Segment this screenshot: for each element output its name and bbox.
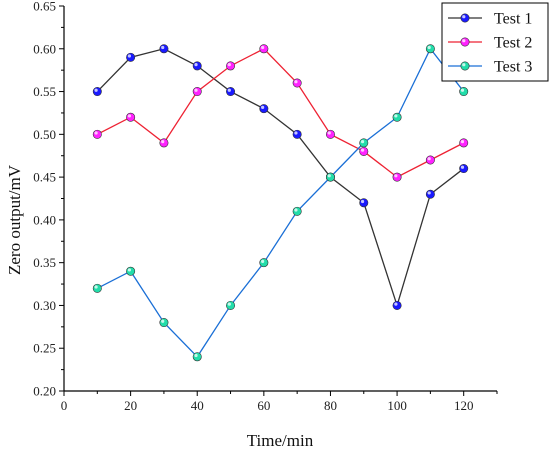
data-point: [292, 206, 302, 216]
data-point: [325, 172, 335, 182]
data-point: [392, 172, 402, 182]
data-point: [226, 300, 236, 310]
series-3: [92, 44, 469, 362]
series-line: [97, 47, 464, 178]
data-point: [126, 52, 136, 62]
x-tick-label: 120: [454, 398, 474, 413]
legend-label: Test 1: [494, 11, 532, 28]
y-tick-label: 0.25: [33, 341, 56, 356]
data-point: [92, 87, 102, 97]
y-tick-label: 0.65: [33, 0, 56, 14]
y-tick-label: 0.20: [33, 384, 56, 399]
data-point: [259, 104, 269, 114]
y-tick-label: 0.55: [33, 84, 56, 99]
y-tick-label: 0.40: [33, 212, 56, 227]
data-point: [459, 164, 469, 174]
x-tick-label: 80: [324, 398, 337, 413]
legend: Test 1 Test 2 Test 3: [441, 2, 549, 82]
y-tick-label: 0.60: [33, 41, 56, 56]
series-2: [92, 44, 469, 182]
y-tick-label: 0.30: [33, 298, 56, 313]
data-point: [325, 129, 335, 139]
legend-marker: [460, 61, 470, 71]
x-axis-title: Time/min: [247, 431, 314, 450]
legend-marker: [460, 13, 470, 23]
legend-item: Test 1: [448, 11, 532, 28]
data-point: [159, 44, 169, 54]
data-point: [425, 44, 435, 54]
data-point: [425, 189, 435, 199]
data-point: [359, 198, 369, 208]
data-point: [259, 258, 269, 268]
x-tick-label: 20: [124, 398, 137, 413]
axes: 0 20 40 60 80 100 120 0.20 0.25 0.30 0.35 0.40 0.45 0…: [33, 0, 498, 413]
legend-label: Test 2: [494, 35, 532, 52]
data-point: [126, 266, 136, 276]
x-tick-label: 0: [61, 398, 68, 413]
data-point: [226, 61, 236, 71]
data-point: [192, 352, 202, 362]
series-1: [92, 44, 469, 310]
data-point: [459, 138, 469, 148]
legend-marker: [460, 37, 470, 47]
data-point: [92, 129, 102, 139]
series-layer: [92, 44, 469, 362]
y-tick-label: 0.45: [33, 170, 56, 185]
data-point: [292, 129, 302, 139]
data-point: [259, 44, 269, 54]
series-line: [96, 48, 465, 308]
data-point: [459, 87, 469, 97]
x-tick-label: 40: [191, 398, 204, 413]
data-point: [92, 283, 102, 293]
y-tick-label: 0.50: [33, 127, 56, 142]
data-point: [226, 87, 236, 97]
x-tick-label: 100: [387, 398, 407, 413]
data-point: [359, 138, 369, 148]
y-tick-label: 0.35: [33, 255, 56, 270]
legend-item: Test 2: [448, 35, 532, 52]
data-point: [192, 61, 202, 71]
data-point: [359, 146, 369, 156]
series-line: [97, 47, 465, 358]
data-point: [292, 78, 302, 88]
data-point: [392, 112, 402, 122]
y-axis-title: Zero output/mV: [5, 164, 24, 275]
x-tick-label: 60: [257, 398, 270, 413]
data-point: [192, 87, 202, 97]
data-point: [392, 300, 402, 310]
legend-label: Test 3: [494, 59, 532, 76]
data-point: [126, 112, 136, 122]
data-point: [159, 318, 169, 328]
data-point: [159, 138, 169, 148]
data-point: [425, 155, 435, 165]
legend-item: Test 3: [448, 59, 532, 76]
